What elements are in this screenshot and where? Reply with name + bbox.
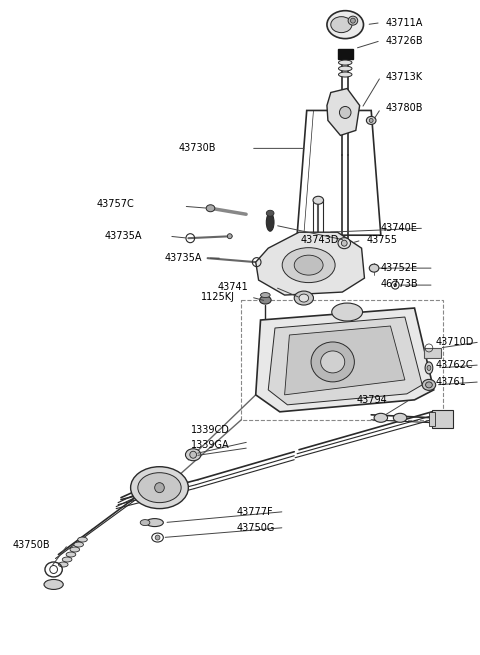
Ellipse shape (282, 248, 335, 282)
Text: 43743D: 43743D (301, 235, 339, 245)
Ellipse shape (261, 293, 270, 297)
Polygon shape (268, 317, 422, 405)
Text: 43757C: 43757C (97, 199, 135, 209)
Ellipse shape (393, 413, 407, 422)
Text: 43735A: 43735A (105, 231, 142, 241)
Bar (429, 412, 435, 426)
Polygon shape (285, 326, 405, 395)
Text: 43740E: 43740E (381, 223, 418, 233)
Ellipse shape (70, 547, 80, 552)
Text: 1339GA: 1339GA (191, 440, 230, 450)
Ellipse shape (422, 379, 436, 390)
Text: 1339CD: 1339CD (191, 425, 230, 435)
Text: 43726B: 43726B (385, 35, 423, 46)
Text: 43761: 43761 (436, 377, 467, 387)
Ellipse shape (206, 205, 215, 212)
Ellipse shape (155, 483, 164, 493)
Ellipse shape (348, 16, 358, 25)
Ellipse shape (59, 562, 68, 567)
Ellipse shape (338, 66, 352, 71)
Ellipse shape (338, 72, 352, 77)
Ellipse shape (311, 342, 354, 382)
Ellipse shape (66, 552, 76, 557)
Text: 43713K: 43713K (385, 71, 423, 81)
Bar (424, 348, 442, 358)
Ellipse shape (321, 351, 345, 373)
Ellipse shape (131, 467, 188, 509)
Text: 43741: 43741 (217, 282, 248, 292)
Ellipse shape (332, 303, 362, 321)
Ellipse shape (190, 451, 196, 458)
Ellipse shape (138, 473, 181, 502)
Ellipse shape (338, 238, 350, 249)
Text: 46773B: 46773B (381, 279, 419, 289)
Text: 43730B: 43730B (179, 143, 216, 153)
Ellipse shape (155, 535, 160, 540)
Polygon shape (256, 308, 434, 412)
Ellipse shape (350, 18, 355, 23)
Ellipse shape (394, 284, 396, 287)
Ellipse shape (427, 365, 431, 371)
Ellipse shape (426, 382, 432, 388)
Text: 43750B: 43750B (12, 540, 50, 550)
Ellipse shape (366, 117, 376, 124)
Ellipse shape (146, 519, 163, 527)
Ellipse shape (78, 537, 87, 542)
Ellipse shape (299, 294, 309, 302)
Ellipse shape (313, 265, 324, 271)
Polygon shape (327, 88, 360, 136)
Text: 43780B: 43780B (385, 103, 423, 113)
Text: 43794: 43794 (357, 395, 387, 405)
Ellipse shape (74, 542, 84, 547)
Ellipse shape (294, 291, 313, 305)
Ellipse shape (294, 255, 323, 275)
Ellipse shape (369, 119, 373, 122)
Ellipse shape (260, 296, 271, 304)
Ellipse shape (266, 214, 274, 231)
Text: 43777F: 43777F (237, 506, 273, 517)
Bar (337, 48, 353, 58)
Ellipse shape (266, 210, 274, 216)
Ellipse shape (140, 519, 150, 525)
Ellipse shape (331, 16, 352, 33)
Text: 1125KJ: 1125KJ (201, 292, 235, 302)
Text: 43735A: 43735A (164, 253, 202, 263)
Ellipse shape (44, 580, 63, 590)
Text: 43750G: 43750G (237, 523, 275, 533)
Text: 43752E: 43752E (381, 263, 418, 273)
Text: 43762C: 43762C (436, 360, 473, 370)
Ellipse shape (374, 413, 387, 422)
Text: 43710D: 43710D (436, 337, 474, 347)
Ellipse shape (369, 264, 379, 272)
Text: 43755: 43755 (366, 235, 397, 245)
Ellipse shape (313, 196, 324, 204)
Ellipse shape (228, 234, 232, 238)
Ellipse shape (327, 10, 363, 39)
Ellipse shape (339, 107, 351, 119)
Ellipse shape (338, 60, 352, 65)
Ellipse shape (185, 449, 201, 460)
Text: 43711A: 43711A (385, 18, 423, 28)
Ellipse shape (341, 240, 347, 246)
Ellipse shape (425, 362, 433, 374)
Ellipse shape (62, 557, 72, 562)
Polygon shape (256, 233, 364, 295)
Bar (432, 410, 453, 428)
